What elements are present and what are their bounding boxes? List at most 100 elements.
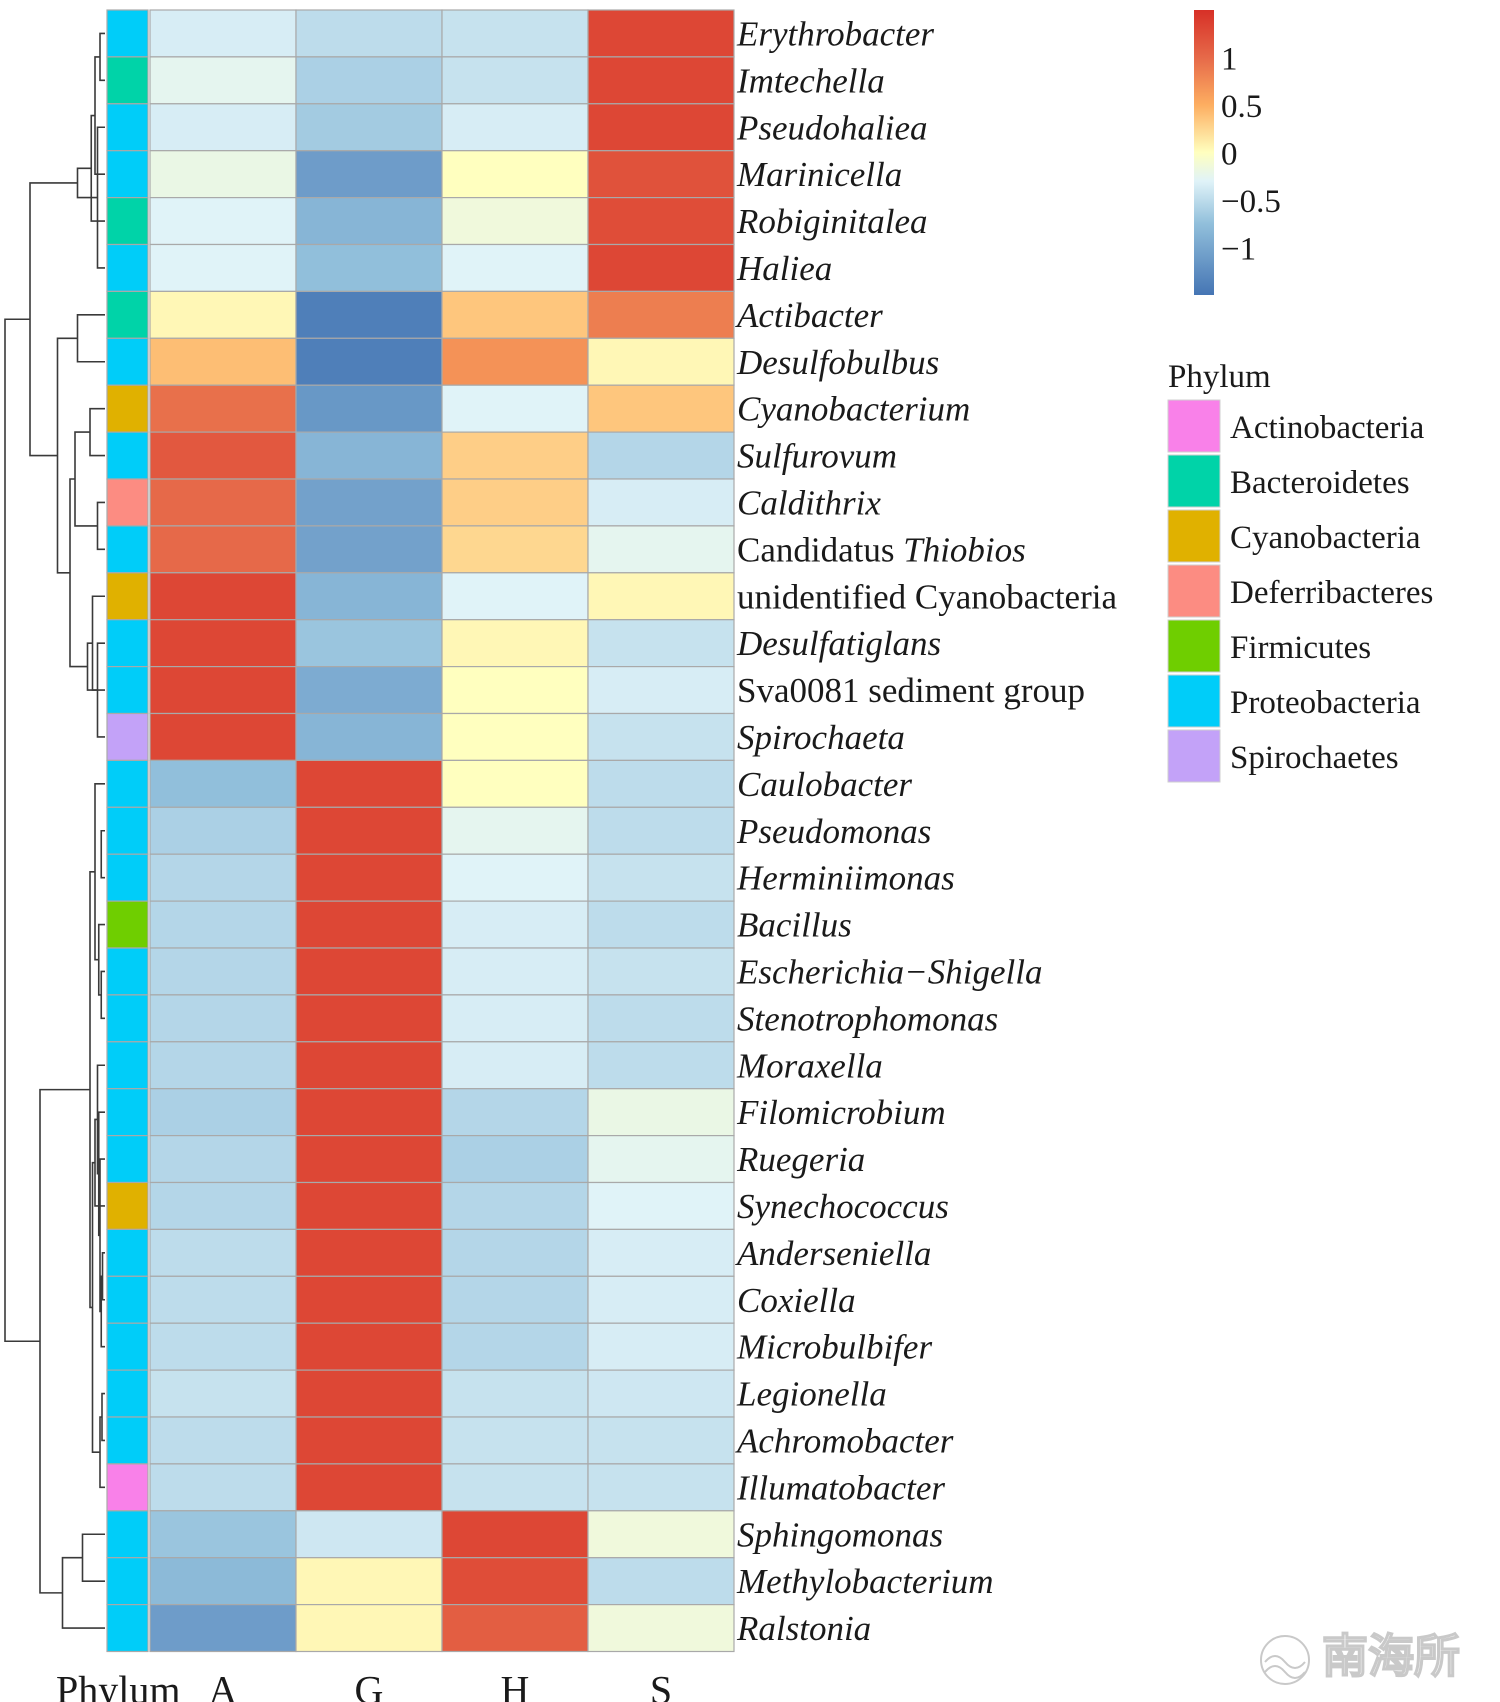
heatmap-cell: [295, 947, 443, 996]
dendrogram-branch: [100, 970, 105, 1020]
heatmap-cell: [587, 290, 735, 339]
heatmap-cell: [587, 1416, 735, 1465]
phylum-legend-swatch: [1167, 564, 1221, 618]
column-labels: Phylum A G H S: [56, 1668, 672, 1702]
heatmap-cell: [587, 1463, 735, 1512]
phylum-annotation-cell: [106, 900, 149, 949]
heatmap-cell: [149, 1041, 297, 1090]
row-label: unidentified Cyanobacteria: [737, 577, 1117, 616]
phylum-legend-swatch: [1167, 674, 1221, 728]
heatmap-cell: [149, 712, 297, 762]
phylum-annotation-cell: [106, 947, 149, 996]
heatmap-cell: [295, 56, 443, 105]
phylum-legend-label: Cyanobacteria: [1230, 520, 1421, 556]
row-label-genus: Caldithrix: [737, 483, 881, 522]
heatmap-cell: [149, 1416, 297, 1465]
watermark-text: 南海所: [1322, 1629, 1460, 1683]
row-label-genus: Ralstonia: [736, 1609, 871, 1648]
phylum-annotation-cell: [106, 525, 149, 574]
heatmap-cell: [441, 1088, 589, 1137]
heatmap-cell: [587, 1181, 735, 1231]
column-label: H: [501, 1668, 530, 1702]
phylum-legend-label: Actinobacteria: [1230, 410, 1425, 446]
color-scale-tick-label: −1: [1221, 232, 1256, 268]
watermark: 南海所: [1260, 1628, 1461, 1685]
row-label-genus: Actibacter: [735, 296, 883, 335]
heatmap-cell: [295, 1228, 443, 1277]
phylum-annotation-column: [106, 9, 149, 1653]
heatmap-cell: [149, 150, 297, 199]
heatmap-cell: [587, 478, 735, 527]
row-label-genus: Haliea: [736, 249, 832, 288]
heatmap-cell: [295, 1322, 443, 1371]
dendrogram-branch: [61, 1556, 105, 1629]
heatmap-cell: [441, 1041, 589, 1090]
phylum-legend-swatch: [1167, 509, 1221, 563]
row-label: Sphingomonas: [737, 1515, 943, 1554]
heatmap-cell: [149, 337, 297, 386]
watermark-logo: [1260, 1635, 1310, 1685]
heatmap-cell: [295, 9, 443, 58]
row-label-genus: Methylobacterium: [736, 1562, 994, 1601]
row-label: Sva0081 sediment group: [737, 671, 1085, 710]
heatmap-cells: [149, 9, 735, 1653]
heatmap-cell: [295, 384, 443, 433]
phylum-annotation-cell: [106, 478, 149, 527]
heatmap-cell: [295, 619, 443, 668]
column-label: S: [650, 1668, 672, 1702]
dendrogram-branch: [69, 478, 88, 668]
row-label: Synechococcus: [737, 1187, 949, 1226]
heatmap-cell: [587, 56, 735, 105]
phylum-annotation-cell: [106, 1275, 149, 1324]
heatmap-cell: [295, 525, 443, 574]
phylum-annotation-cell: [106, 243, 149, 293]
heatmap-cell: [587, 431, 735, 480]
heatmap-cell: [149, 197, 297, 246]
row-label: Robiginitalea: [736, 202, 928, 241]
phylum-annotation-cell: [106, 572, 149, 621]
row-label-genus: Desulfobulbus: [736, 343, 939, 382]
color-scale-tick-label: 0: [1221, 137, 1238, 173]
row-label: Pseudomonas: [736, 812, 931, 851]
row-label: Cyanobacterium: [737, 390, 970, 429]
phylum-legend-swatch: [1167, 454, 1221, 508]
row-label: Caldithrix: [737, 483, 881, 522]
row-label-genus: Moraxella: [736, 1046, 883, 1085]
heatmap-cell: [149, 853, 297, 902]
row-label-genus: Imtechella: [736, 61, 885, 100]
row-label-genus: Erythrobacter: [736, 14, 934, 53]
heatmap-cell: [149, 1510, 297, 1559]
heatmap-cell: [587, 1134, 735, 1184]
heatmap-cell: [587, 572, 735, 621]
heatmap-cell: [587, 806, 735, 855]
heatmap-cell: [295, 572, 443, 621]
phylum-annotation-cell: [106, 1416, 149, 1465]
row-label: Spirochaeta: [737, 718, 905, 757]
phylum-annotation-cell: [106, 1041, 149, 1090]
heatmap-cell: [441, 478, 589, 527]
heatmap-cell: [587, 1369, 735, 1418]
row-label: Desulfatiglans: [736, 624, 941, 663]
row-label: Candidatus Thiobios: [737, 530, 1026, 569]
heatmap-cell: [295, 1134, 443, 1184]
heatmap-cell: [587, 103, 735, 152]
heatmap-cell: [295, 337, 443, 386]
heatmap-cell: [295, 243, 443, 293]
heatmap-cell: [587, 150, 735, 199]
row-label-genus: Achromobacter: [735, 1421, 954, 1460]
phylum-annotation-cell: [106, 290, 149, 339]
heatmap-cell: [149, 994, 297, 1043]
heatmap-cell: [295, 1557, 443, 1606]
phylum-annotation-cell: [106, 1603, 149, 1653]
heatmap-cell: [295, 1041, 443, 1090]
row-label-genus: Microbulbifer: [736, 1328, 932, 1367]
phylum-annotation-cell: [106, 712, 149, 762]
phylum-legend-swatch: [1167, 729, 1221, 783]
dendrogram-branch: [99, 32, 105, 82]
heatmap-cell: [295, 431, 443, 480]
heatmap-cell: [149, 1275, 297, 1324]
heatmap-cell: [441, 525, 589, 574]
phylum-annotation-cell: [106, 1463, 149, 1512]
phylum-legend-label: Spirochaetes: [1230, 740, 1399, 776]
heatmap-cell: [149, 9, 297, 58]
